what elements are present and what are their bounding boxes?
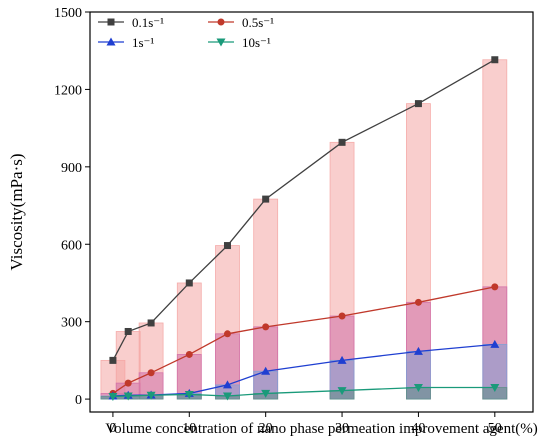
data-point bbox=[124, 327, 132, 335]
y-axis-label: Viscosity(mPa·s) bbox=[7, 153, 26, 270]
legend-label: 10s⁻¹ bbox=[242, 35, 271, 50]
plot-frame bbox=[89, 11, 534, 413]
legend-label: 0.1s⁻¹ bbox=[132, 15, 164, 30]
tick-layer: 0 300 600 900 1200 1500 0 10 20 30 40 50 bbox=[54, 6, 502, 436]
data-point bbox=[491, 56, 499, 64]
data-point bbox=[109, 356, 117, 364]
data-point bbox=[338, 312, 346, 320]
x-tick-label: 10 bbox=[182, 421, 196, 436]
y-tick-label: 600 bbox=[61, 238, 82, 253]
legend-label: 1s⁻¹ bbox=[132, 35, 154, 50]
data-point bbox=[414, 298, 422, 306]
y-tick-label: 300 bbox=[61, 316, 82, 331]
data-point bbox=[217, 18, 225, 26]
x-tick-label: 0 bbox=[109, 421, 116, 436]
data-point bbox=[184, 390, 194, 399]
data-point bbox=[338, 138, 346, 146]
y-tick-label: 0 bbox=[75, 393, 82, 408]
data-point bbox=[147, 319, 155, 327]
data-point bbox=[124, 379, 132, 387]
series-line bbox=[112, 59, 496, 361]
data-point bbox=[222, 380, 232, 389]
x-axis-label: Volume concentration of nano phase perme… bbox=[105, 421, 538, 437]
bar-layer bbox=[100, 59, 508, 400]
x-tick-label: 50 bbox=[488, 421, 502, 436]
data-point bbox=[490, 339, 500, 348]
data-point bbox=[490, 383, 500, 392]
data-point bbox=[491, 283, 499, 291]
data-point bbox=[223, 330, 231, 338]
data-point bbox=[107, 18, 115, 26]
data-point bbox=[223, 242, 231, 250]
data-point bbox=[185, 279, 193, 287]
y-tick-label: 1500 bbox=[54, 6, 82, 21]
data-point bbox=[414, 100, 422, 108]
x-tick-label: 40 bbox=[411, 421, 425, 436]
data-point bbox=[262, 195, 270, 203]
data-point bbox=[216, 38, 226, 47]
data-point bbox=[337, 387, 347, 396]
y-tick-label: 1200 bbox=[54, 83, 82, 98]
data-point bbox=[413, 346, 423, 355]
series-line bbox=[112, 343, 495, 397]
data-point bbox=[106, 37, 116, 46]
data-point bbox=[108, 393, 118, 402]
data-point bbox=[413, 383, 423, 392]
data-point bbox=[123, 392, 133, 401]
data-point bbox=[337, 355, 347, 364]
data-point bbox=[185, 350, 193, 358]
data-point bbox=[261, 366, 271, 375]
series-line bbox=[112, 386, 495, 398]
x-tick-label: 30 bbox=[335, 421, 349, 436]
data-point bbox=[146, 391, 156, 400]
legend-label: 0.5s⁻¹ bbox=[242, 15, 274, 30]
data-point bbox=[147, 369, 155, 377]
line-layer bbox=[108, 56, 500, 402]
data-point bbox=[262, 323, 270, 331]
data-point bbox=[261, 389, 271, 398]
y-tick-label: 900 bbox=[61, 161, 82, 176]
data-point bbox=[222, 392, 232, 401]
legend: 0.1s⁻¹ 0.5s⁻¹ 1s⁻¹ 10s⁻¹ bbox=[98, 15, 274, 50]
x-tick-label: 20 bbox=[259, 421, 273, 436]
axes bbox=[89, 11, 534, 413]
